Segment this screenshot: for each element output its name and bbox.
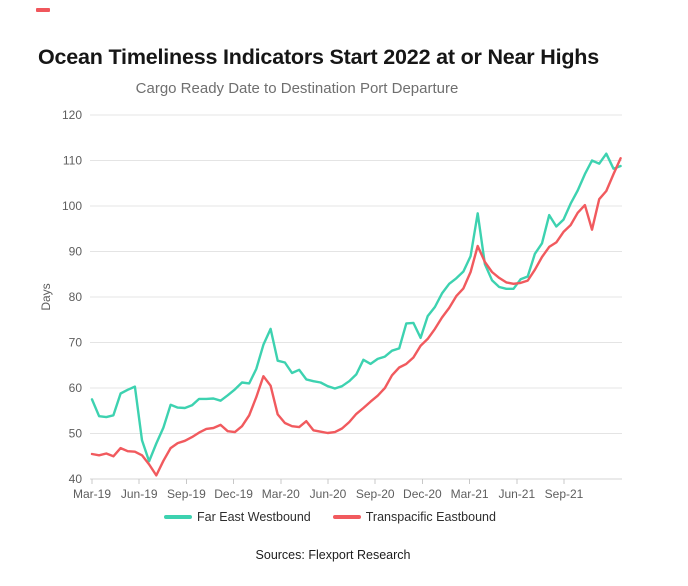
y-axis-title: Days (39, 283, 53, 310)
y-tick-label-70: 70 (69, 336, 83, 350)
y-tick-label-40: 40 (69, 472, 83, 486)
x-tick-label-Jun-20: Jun-20 (310, 487, 347, 501)
y-tick-label-90: 90 (69, 245, 83, 259)
x-tick-label-Mar-19: Mar-19 (73, 487, 111, 501)
y-tick-label-60: 60 (69, 381, 83, 395)
x-tick-label-Sep-21: Sep-21 (545, 487, 584, 501)
x-tick-label-Jun-19: Jun-19 (121, 487, 158, 501)
chart-subtitle: Cargo Ready Date to Destination Port Dep… (135, 80, 459, 97)
page-title: Ocean Timeliness Indicators Start 2022 a… (38, 45, 599, 70)
sources-note: Sources: Flexport Research (255, 548, 411, 562)
y-tick-label-120: 120 (62, 108, 82, 122)
chart-legend: Far East Westbound Transpacific Eastboun… (0, 510, 660, 524)
x-tick-label-Mar-21: Mar-21 (451, 487, 489, 501)
y-tick-label-50: 50 (69, 427, 83, 441)
x-tick-label-Sep-19: Sep-19 (167, 487, 206, 501)
brand-mark (36, 8, 50, 12)
series-line-transpacific-eastbound (90, 156, 622, 477)
series-line-far-east-westbound (90, 152, 622, 463)
legend-item-transpacific-eastbound[interactable]: Transpacific Eastbound (332, 510, 496, 524)
x-tick-label-Dec-20: Dec-20 (403, 487, 442, 501)
legend-label-far-east-westbound: Far East Westbound (197, 510, 311, 524)
legend-label-transpacific-eastbound: Transpacific Eastbound (365, 510, 496, 524)
y-tick-label-80: 80 (69, 290, 83, 304)
legend-item-far-east-westbound[interactable]: Far East Westbound (164, 510, 311, 524)
transpacific-eastbound-swatch (332, 515, 361, 519)
y-tick-label-100: 100 (62, 199, 82, 213)
x-tick-label-Jun-21: Jun-21 (498, 487, 535, 501)
y-tick-label-110: 110 (63, 154, 82, 168)
x-tick-label-Dec-19: Dec-19 (214, 487, 253, 501)
x-tick-label-Sep-20: Sep-20 (356, 487, 395, 501)
far-east-westbound-swatch (164, 515, 193, 519)
x-tick-label-Mar-20: Mar-20 (262, 487, 300, 501)
